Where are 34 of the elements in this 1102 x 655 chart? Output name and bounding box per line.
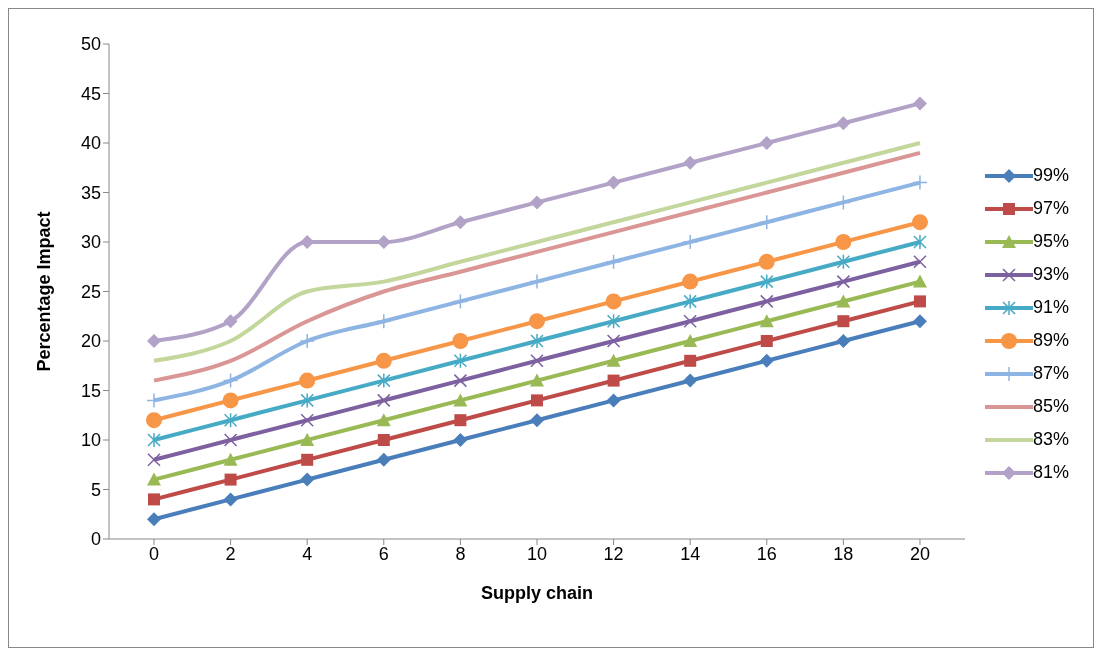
legend-label: 87% — [1032, 363, 1069, 384]
y-tick-label: 5 — [90, 479, 101, 500]
x-axis-title: Supply chain — [480, 583, 593, 603]
legend-label: 81% — [1032, 462, 1069, 483]
legend-label: 91% — [1032, 297, 1069, 318]
y-tick-label: 25 — [80, 281, 101, 302]
legend-label: 97% — [1032, 198, 1069, 219]
legend-label: 83% — [1032, 429, 1069, 450]
x-tick-label: 18 — [833, 543, 854, 564]
y-tick-label: 40 — [80, 133, 101, 154]
y-tick-label: 35 — [80, 182, 101, 203]
x-tick-label: 16 — [756, 543, 777, 564]
x-tick-label: 6 — [378, 543, 389, 564]
x-tick-label: 2 — [225, 543, 236, 564]
legend-label: 85% — [1032, 396, 1069, 417]
y-axis-title: Percentage Impact — [34, 211, 55, 372]
legend-label: 93% — [1032, 264, 1069, 285]
y-tick-label: 50 — [80, 34, 101, 55]
legend-label: 99% — [1032, 165, 1069, 186]
x-tick-label: 20 — [909, 543, 930, 564]
x-tick-label: 12 — [603, 543, 624, 564]
y-tick-label: 15 — [80, 380, 101, 401]
legend-label: 95% — [1032, 231, 1069, 252]
x-tick-label: 0 — [148, 543, 160, 564]
y-tick-label: 0 — [90, 529, 101, 550]
y-tick-label: 20 — [80, 331, 101, 352]
y-tick-label: 30 — [80, 232, 101, 253]
legend-label: 89% — [1032, 330, 1069, 351]
x-tick-label: 10 — [526, 543, 547, 564]
y-tick-label: 10 — [80, 430, 101, 451]
x-tick-label: 4 — [302, 543, 313, 564]
x-tick-label: 8 — [455, 543, 466, 564]
x-tick-label: 14 — [680, 543, 701, 564]
y-tick-label: 45 — [80, 83, 101, 104]
